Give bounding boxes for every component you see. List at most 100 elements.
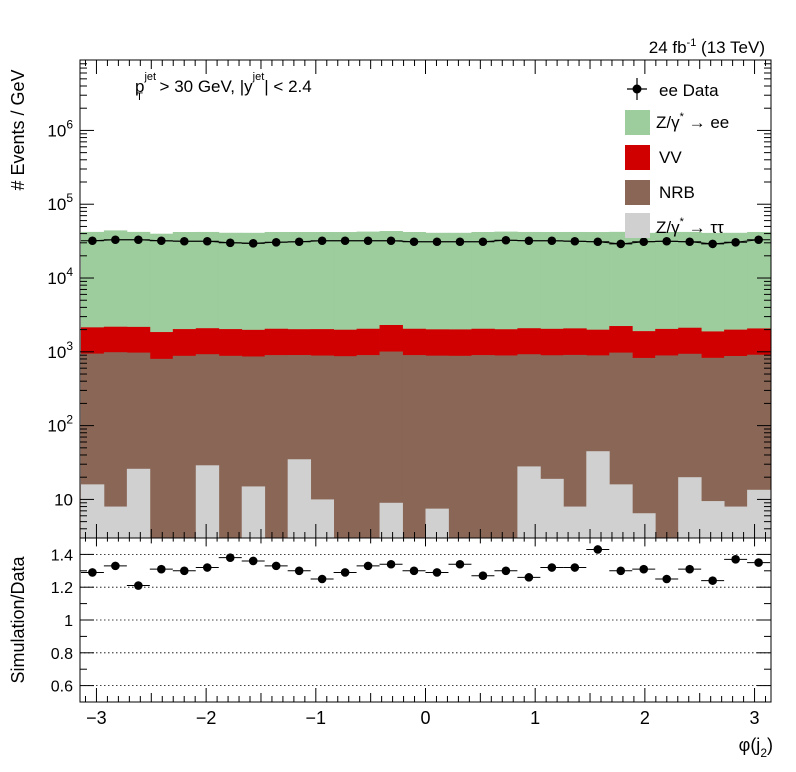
bar-nrb-8: [264, 355, 289, 538]
bar-ztt-24: [632, 513, 656, 538]
x-tick-label: −3: [86, 708, 107, 728]
bar-ztt-9: [287, 459, 312, 538]
data-point-15: [432, 237, 442, 247]
bar-nrb-28: [724, 355, 748, 538]
legend-swatch-nrb: [625, 180, 650, 205]
y-tick-label: 104: [47, 265, 73, 288]
legend-label-ztt: Z/γ* → ττ: [656, 216, 724, 237]
ratio-point-6: [225, 553, 235, 562]
bar-ztt-29: [747, 489, 771, 538]
data-point-13: [386, 236, 396, 246]
legend-entry-vv: VV: [625, 145, 682, 170]
x-tick-label: −1: [306, 708, 327, 728]
y-tick-label: 103: [47, 339, 73, 362]
data-point-21: [570, 236, 580, 246]
bar-nrb-11: [333, 356, 357, 538]
bar-ztt-5: [195, 465, 220, 538]
ratio-point-26: [685, 564, 694, 574]
x-tick-label: 3: [750, 708, 760, 728]
data-point-23: [616, 239, 626, 249]
bar-ztt-27: [701, 501, 725, 538]
y-axis-ticks: 10 102 103 104 105 106: [47, 59, 771, 539]
data-point-5: [202, 236, 212, 246]
data-point-10: [317, 236, 327, 246]
ratio-y-tick-label: 1.2: [51, 580, 73, 597]
ratio-point-22: [593, 545, 603, 554]
ratio-point-16: [455, 559, 465, 569]
bar-nrb-25: [655, 355, 679, 538]
x-tick-label: 1: [530, 708, 540, 728]
legend-label-vv: VV: [659, 148, 682, 167]
ratio-point-5: [202, 563, 212, 572]
data-point-24: [639, 237, 649, 247]
ratio-point-8: [271, 561, 281, 571]
ratio-point-3: [157, 564, 166, 574]
bar-ztt-1: [103, 506, 128, 538]
y-tick-label: 10: [54, 490, 73, 509]
bar-ztt-28: [724, 506, 748, 538]
bar-nrb-18: [494, 355, 518, 538]
stacked-histogram: [80, 230, 771, 539]
bar-nrb-17: [471, 355, 495, 538]
data-point-18: [501, 235, 511, 245]
ratio-point-7: [248, 556, 258, 566]
ratio-point-4: [179, 566, 189, 576]
ratio-point-15: [432, 568, 442, 577]
bar-ztt-26: [678, 477, 702, 538]
y-axis-label: # Events / GeV: [8, 69, 28, 190]
data-point-26: [685, 237, 694, 247]
bar-nrb-13: [379, 351, 403, 538]
ratio-plot-panel: 0.6 0.8 1 1.2 1.4 −3 −2 −1 0 1 2 3 Simulation/Data…: [8, 537, 773, 760]
legend-swatch-ztt: [625, 213, 650, 238]
ratio-point-29: [754, 558, 763, 567]
ratio-y-tick-label: 0.8: [51, 646, 73, 663]
data-point-19: [524, 236, 534, 246]
ratio-point-18: [501, 566, 511, 576]
bar-ztt-15: [425, 508, 449, 538]
ratio-point-23: [616, 566, 626, 576]
data-point-9: [294, 237, 304, 247]
x-axis-ticks: −3 −2 −1 0 1 2 3: [84, 538, 767, 728]
bar-nrb-16: [448, 355, 472, 538]
data-point-0: [88, 236, 97, 246]
bar-nrb-12: [356, 355, 380, 538]
selection-cut-label: pjet T > 30 GeV, |yjet| < 2.4: [135, 71, 312, 103]
x-tick-label: 2: [640, 708, 650, 728]
data-point-27: [708, 239, 717, 249]
legend-label-zee: Z/γ* → ee: [656, 111, 729, 132]
data-point-7: [248, 239, 258, 248]
bar-ztt-21: [563, 506, 587, 538]
bar-nrb-24: [632, 357, 656, 538]
y-tick-label: 102: [47, 413, 73, 436]
ratio-y-axis-label: Simulation/Data: [8, 555, 28, 683]
bar-ztt-10: [310, 499, 335, 538]
bar-nrb-27: [701, 357, 725, 538]
data-point-16: [455, 237, 465, 247]
ratio-point-19: [524, 573, 534, 582]
legend-label-nrb: NRB: [659, 183, 695, 202]
data-point-20: [547, 236, 557, 246]
legend-entry-data: ee Data: [627, 78, 719, 100]
data-point-3: [157, 236, 166, 246]
bar-ztt-19: [517, 466, 541, 538]
data-points: [80, 235, 771, 249]
ratio-point-13: [386, 559, 396, 569]
x-axis-label: φ(j2): [739, 735, 773, 760]
data-point-12: [363, 236, 373, 246]
ratio-point-0: [88, 568, 97, 577]
bar-ztt-2: [126, 468, 151, 538]
ratio-point-25: [662, 574, 672, 584]
ratio-point-12: [363, 561, 373, 571]
bar-nrb-21: [563, 354, 587, 538]
ratio-point-20: [547, 563, 557, 572]
bar-ztt-7: [241, 486, 266, 538]
bar-ztt-13: [379, 502, 403, 538]
data-point-29: [754, 235, 763, 245]
legend: ee Data Z/γ* → ee VV NRB Z/γ* → ττ: [625, 78, 729, 238]
legend-swatch-vv: [625, 145, 650, 170]
bar-ztt-0: [80, 484, 105, 538]
ratio-y-tick-label: 1: [64, 613, 73, 630]
ratio-point-11: [340, 568, 350, 577]
bar-nrb-3: [149, 358, 174, 538]
legend-entry-zee: Z/γ* → ee: [625, 110, 729, 135]
